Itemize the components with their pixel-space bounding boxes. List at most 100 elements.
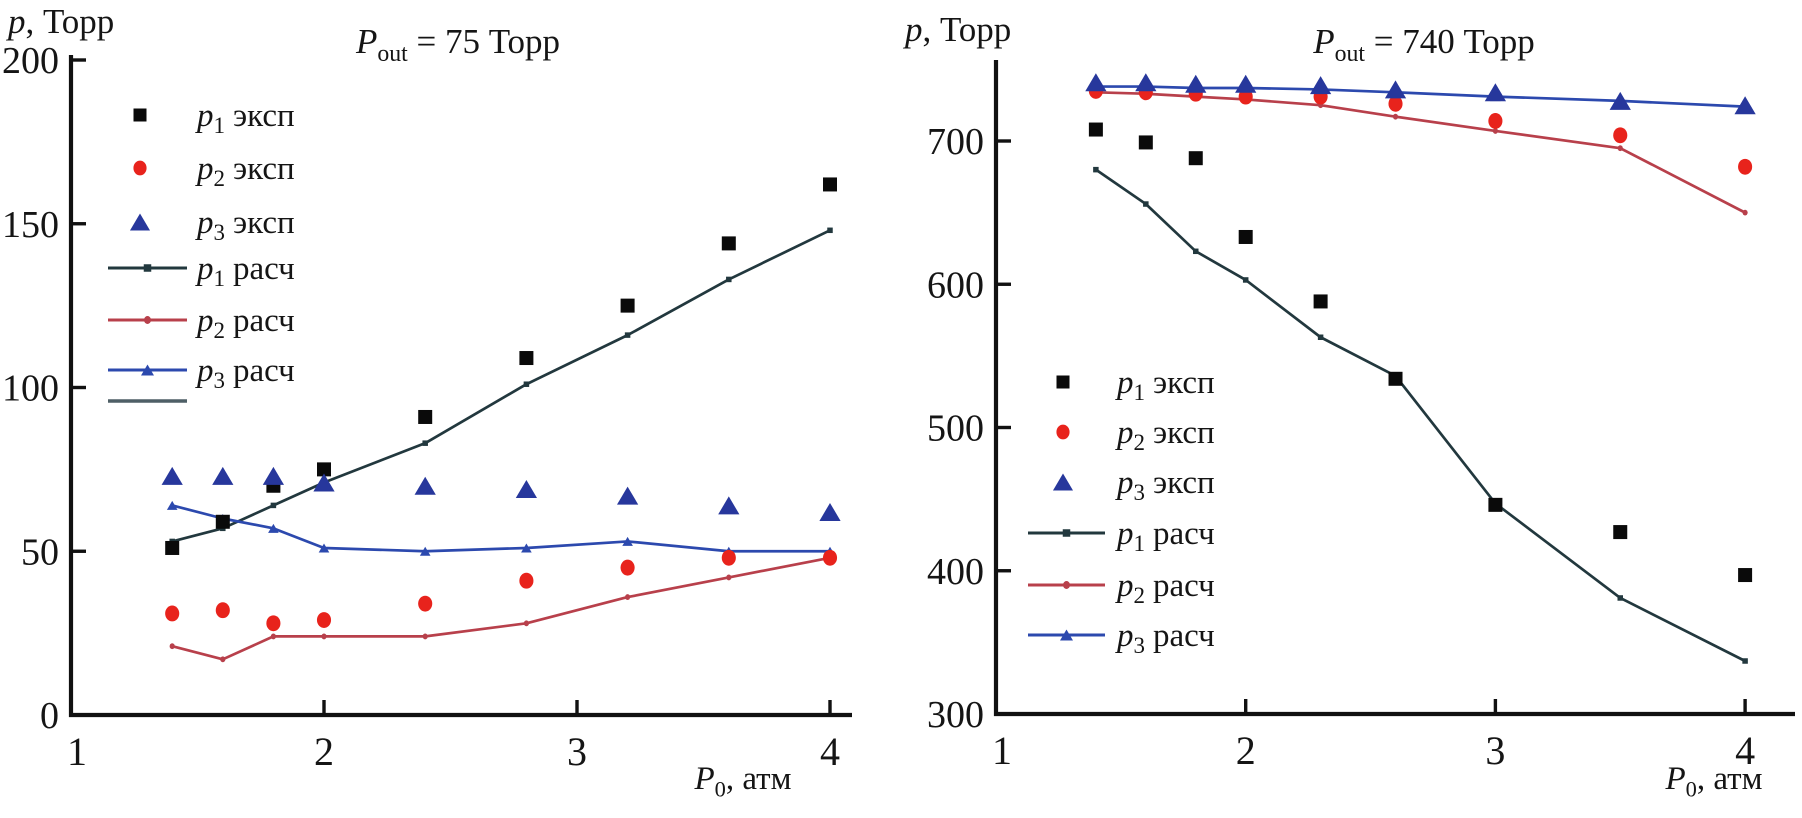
legend-marker <box>133 108 147 122</box>
p3-calc-marker <box>318 543 330 553</box>
right-x-axis-label: P0, атм <box>1665 761 1763 802</box>
p1-calc-marker <box>1617 595 1623 601</box>
legend-item-p2-exp: p2 эксп <box>1056 415 1215 455</box>
p2-exp-marker <box>1488 112 1503 129</box>
p1-exp-marker <box>1088 122 1103 137</box>
legend-line-marker <box>143 316 152 324</box>
p2-calc-marker <box>422 633 428 640</box>
p3-exp-marker <box>1609 91 1631 110</box>
legend-marker <box>1052 473 1074 491</box>
right-chart-title: Pout = 740 Торр <box>1313 22 1535 67</box>
p2-calc-marker <box>1617 145 1623 152</box>
p2-exp-marker <box>215 602 230 619</box>
y-tick-label: 150 <box>2 204 59 246</box>
legend-line-marker <box>1060 629 1073 641</box>
left-y-unit-label: p, Торр <box>8 2 115 41</box>
p1-exp-marker <box>823 177 837 192</box>
p3-exp-marker <box>718 496 740 515</box>
p1-exp-marker <box>1613 525 1628 540</box>
p2-exp-marker <box>822 549 838 566</box>
legend-label: p3 расч <box>1115 618 1215 658</box>
legend-label: p3 эксп <box>1115 465 1215 505</box>
y-tick-label: 500 <box>927 408 984 450</box>
p2-exp-marker <box>418 595 433 612</box>
p2-calc-line <box>171 556 831 661</box>
legend-item-p2-calc: p2 расч <box>1028 568 1215 608</box>
legend-label: p3 расч <box>195 353 295 393</box>
x-tick-label: 4 <box>820 729 840 774</box>
x-tick-label: 2 <box>1236 728 1256 773</box>
axes <box>68 55 852 718</box>
legend-marker <box>129 213 151 231</box>
p1-exp-marker <box>165 540 180 555</box>
p2-calc-marker <box>270 633 276 640</box>
p1-calc-marker <box>422 440 428 446</box>
x-tick-label: 3 <box>1485 728 1505 773</box>
left-chart-title: Pout = 75 Торр <box>355 22 561 67</box>
p3-calc-marker <box>521 543 532 553</box>
p3-exp-marker <box>313 473 335 492</box>
legend-label: p2 расч <box>1115 568 1215 608</box>
p2-exp-marker <box>721 549 736 566</box>
legend: p1 эксп p2 эксп p3 эксп p1 расч p2 расч p3 расч <box>108 98 295 403</box>
p1-calc-marker <box>270 502 277 509</box>
y-tick-label: 50 <box>21 531 59 573</box>
legend-label: p2 эксп <box>195 151 295 191</box>
legend-label: p3 эксп <box>195 205 295 245</box>
p3-calc-marker <box>419 546 431 556</box>
legend-marker <box>1056 375 1070 389</box>
p2-exp-marker <box>266 615 281 632</box>
p1-calc-marker <box>1242 277 1249 283</box>
y-tick-label: 600 <box>927 264 984 306</box>
p3-calc-marker <box>166 500 178 510</box>
p2-exp-marker <box>1613 127 1628 144</box>
legend-item-p1-calc: p1 расч <box>108 251 295 291</box>
p2-calc-marker <box>169 643 175 650</box>
legend-line-marker <box>1062 581 1071 589</box>
p2-calc-marker <box>1492 128 1498 134</box>
p2-exp-marker <box>165 605 180 622</box>
p1-calc-marker <box>1143 201 1149 207</box>
right-chart: 300 400 500 600 700 1 2 3 4 p1 эксп p2 эксп p3 эксп p1 р… <box>927 60 1795 773</box>
legend-label: p1 расч <box>1115 516 1215 556</box>
y-tick-label: 0 <box>40 695 59 737</box>
y-tick-label: 400 <box>927 551 984 593</box>
legend-item-p2-exp: p2 эксп <box>133 151 295 191</box>
p2-calc-marker <box>321 633 327 640</box>
p1-exp-marker <box>620 298 635 313</box>
legend-label: p2 расч <box>195 303 295 343</box>
y-tick-label: 700 <box>927 121 984 163</box>
axes <box>993 60 1795 717</box>
p3-calc-marker <box>268 523 279 533</box>
y-tick-label: 100 <box>2 368 59 410</box>
p2-calc-marker <box>220 656 226 663</box>
legend-item-p3-calc: p3 расч <box>108 353 295 393</box>
y-tick-label: 300 <box>927 694 984 736</box>
left-chart: 0 50 100 150 200 1 2 3 4 p1 эксп p2 эксп p3 эксп p1 расч… <box>2 40 852 774</box>
legend-label: p1 эксп <box>195 98 295 138</box>
x-tick-label: 2 <box>314 729 334 774</box>
p2-calc-marker <box>625 594 631 601</box>
legend-marker <box>1056 424 1070 440</box>
legend-item-p3-calc: p3 расч <box>1028 618 1215 658</box>
x-tick-label: 1 <box>992 728 1012 773</box>
legend-line-marker <box>141 364 154 376</box>
legend: p1 эксп p2 эксп p3 эксп p1 расч p2 расч p3 расч <box>1028 365 1215 658</box>
legend-label: p2 эксп <box>1115 415 1215 455</box>
p1-calc-marker <box>827 227 833 234</box>
p1-exp-marker <box>418 409 433 424</box>
p3-exp-marker <box>1309 76 1332 95</box>
p1-exp-marker <box>1238 229 1253 244</box>
p1-calc-marker <box>726 276 732 283</box>
p2-exp-marker <box>1738 158 1753 175</box>
p3-exp-marker <box>1384 80 1407 99</box>
p3-exp-marker <box>414 476 436 495</box>
p1-exp-marker <box>519 351 534 366</box>
legend-item-p3-exp: p3 эксп <box>1052 465 1215 505</box>
p2-calc-marker <box>1742 209 1748 216</box>
p3-calc-marker <box>622 536 633 546</box>
legend-label: p1 эксп <box>1115 365 1215 405</box>
x-tick-label: 1 <box>67 729 87 774</box>
p2-exp-marker <box>316 612 332 628</box>
